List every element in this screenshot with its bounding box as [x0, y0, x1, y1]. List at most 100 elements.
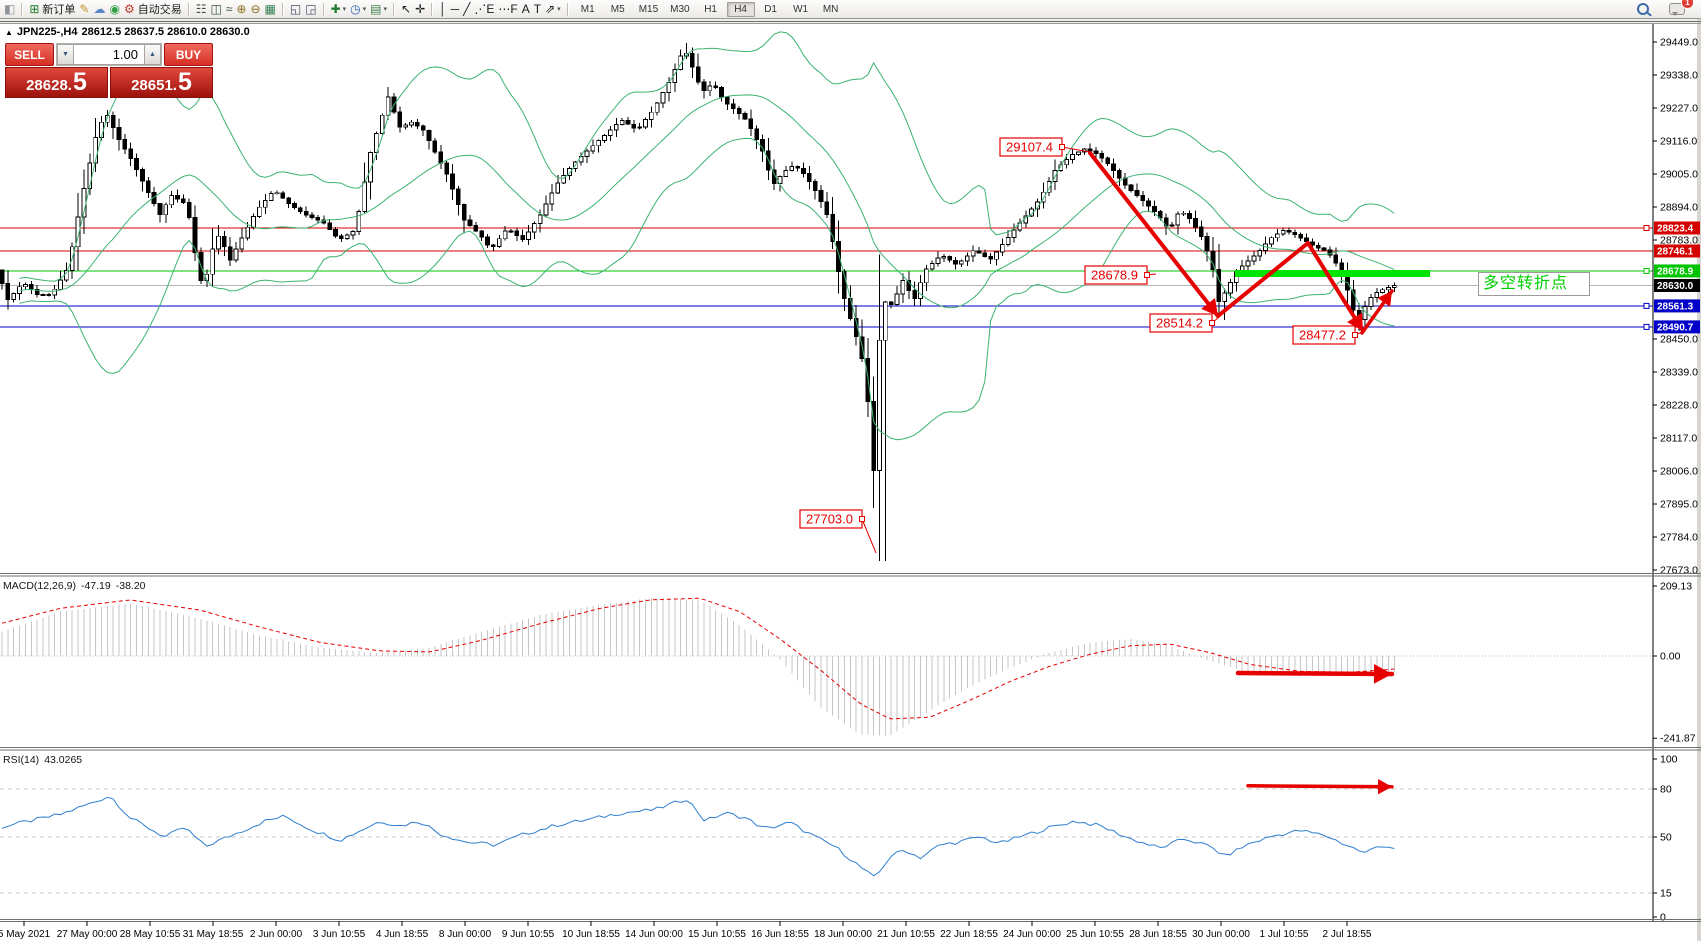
zoom-in-button[interactable]: ⊕	[234, 1, 248, 17]
timeframe-mn-button[interactable]: MN	[822, 3, 839, 15]
equidistant-channel-icon: ⋰E	[474, 2, 495, 16]
candle-body	[912, 289, 917, 300]
timeframe-h1-button[interactable]: H1	[704, 3, 717, 15]
text-label-button[interactable]: T	[532, 1, 543, 17]
toolbar-separator	[393, 2, 396, 16]
macd-flat-arrow[interactable]	[1235, 670, 1395, 677]
price-tick-label: 29338.0	[1660, 70, 1698, 82]
price-tag-label: 28746.1	[1657, 246, 1694, 257]
candle-body	[1280, 230, 1286, 235]
candle-body	[239, 237, 245, 250]
tile-windows-button[interactable]: ▦	[263, 1, 278, 17]
candle-body	[526, 231, 531, 241]
timeframe-w1-button[interactable]: W1	[793, 3, 809, 15]
timeframe-m15-button[interactable]: M15	[638, 3, 659, 15]
annotation-handle	[859, 516, 865, 522]
sell-price[interactable]: 28628. 5	[5, 67, 108, 98]
buy-button[interactable]: BUY	[164, 43, 213, 66]
annotations: 29107.4 28678.9 28514.2 28477.2 27703.0	[799, 137, 1363, 554]
candle-body	[379, 114, 385, 134]
time-tick-label: 25 Jun 10:55	[1066, 929, 1124, 940]
template-button[interactable]: ▤ ▾	[368, 1, 389, 17]
rsi-flat-arrow[interactable]	[1246, 784, 1394, 789]
candle-body	[520, 234, 525, 241]
candle-body	[415, 121, 420, 127]
publish-chart-button[interactable]: ☁	[91, 1, 107, 17]
candle-body	[40, 293, 46, 296]
candle-body	[883, 301, 888, 341]
indicator-list-button[interactable]: ◲	[303, 1, 318, 17]
candle-body	[1187, 212, 1192, 220]
horizontal-line-button[interactable]: ─	[449, 1, 462, 17]
line-chart-button[interactable]: ≈	[224, 1, 235, 17]
trendline-button[interactable]: ╱	[461, 1, 472, 17]
market-watch-button[interactable]: ◧	[2, 1, 17, 17]
support-zone-bar[interactable]	[1235, 270, 1430, 277]
notifications-button[interactable]: 1	[1667, 0, 1694, 17]
candlestick-chart-button[interactable]: ◫	[208, 1, 223, 17]
fibonacci-button[interactable]: ⋯F	[496, 1, 519, 17]
trend-arrow-1[interactable]	[1088, 151, 1220, 318]
zoom-out-button[interactable]: ⊖	[248, 1, 262, 17]
pivot-point-label[interactable]: 多空转折点	[1478, 272, 1590, 296]
timeframe-h4-button[interactable]: H4	[726, 1, 755, 17]
fibonacci-icon: ⋯F	[498, 2, 518, 16]
candle-body	[935, 257, 941, 264]
volume-up-button[interactable]: ▲	[144, 44, 161, 65]
candle-body	[1269, 237, 1274, 245]
text-button[interactable]: A	[520, 1, 532, 17]
period-button[interactable]: ◷ ▾	[348, 1, 368, 17]
search-button[interactable]	[1635, 1, 1651, 17]
macd-flat-arrow-head	[1373, 663, 1392, 684]
candle-body	[309, 214, 315, 218]
toolbar-separator	[431, 2, 434, 16]
candle-body	[1198, 226, 1204, 237]
trend-arrow-2[interactable]	[1216, 241, 1310, 318]
signals-button[interactable]: ◉	[107, 1, 121, 17]
sell-button[interactable]: SELL	[5, 43, 54, 66]
time-axis[interactable]: 5 May 2021 27 May 00:00 28 May 10:55 31 May…	[0, 921, 1372, 940]
volume-input[interactable]: 1.00	[74, 44, 144, 65]
indicator-window-button[interactable]: ◱	[288, 1, 303, 17]
crosshair-button[interactable]: ✛	[413, 1, 427, 17]
candle-body	[169, 194, 174, 206]
one-click-expander[interactable]: ▲	[5, 28, 13, 37]
price-axis[interactable]: 29449.0 29338.0 29227.0 29116.0 29005.0 28894…	[1643, 24, 1700, 924]
cursor-button[interactable]: ↖	[399, 1, 413, 17]
arrows-button[interactable]: ⇗ ▾	[543, 1, 563, 17]
bar-chart-button[interactable]: ☷	[194, 1, 209, 17]
candle-body	[1333, 254, 1339, 264]
equidistant-channel-button[interactable]: ⋰E	[472, 1, 496, 17]
candle-body	[818, 189, 824, 203]
toolbar: ◧ ⊞ 新订单 ✎ ☁ ◉ ⚙ 自动交易 ☷ ◫ ≈ ⊕ ⊖ ▦ ◱ ◲ ✚ ▾ ◷ ▾ ▤ ▾ ↖ ✛ │ ─ ╱ ⋰E ⋯F A T ⇗ ▾…	[0, 0, 1701, 19]
toolbar-separator	[187, 2, 190, 16]
buy-price[interactable]: 28651. 5	[110, 67, 213, 98]
styler-button[interactable]: ✎	[77, 1, 91, 17]
candle-body	[356, 210, 362, 232]
candle-body	[227, 246, 233, 261]
price-tag	[1654, 244, 1700, 258]
timeframe-m30-button[interactable]: M30	[670, 3, 690, 15]
timeframe-m5-button[interactable]: M5	[610, 3, 625, 15]
candle-body	[28, 284, 34, 290]
candle-body	[537, 214, 543, 224]
timeframe-d1-button[interactable]: D1	[764, 3, 777, 15]
volume-down-button[interactable]: ▼	[57, 44, 74, 65]
rsi-tick-label: 100	[1660, 754, 1678, 766]
vertical-line-button[interactable]: │	[437, 1, 449, 17]
timeframe-m1-button[interactable]: M1	[580, 3, 595, 15]
add-indicator-button[interactable]: ✚ ▾	[329, 1, 349, 17]
annotation-text: 28514.2	[1156, 316, 1203, 331]
candle-body	[1251, 255, 1257, 262]
chart-top-border	[0, 23, 1701, 24]
macd-label: MACD(12,26,9) -47.19 -38.20	[3, 580, 151, 592]
candle-body	[315, 217, 321, 221]
trend-arrows	[1088, 151, 1395, 795]
trend-arrow-3[interactable]	[1306, 241, 1365, 333]
annotation-handle	[1209, 320, 1215, 326]
new-order-button[interactable]: ⊞ 新订单	[27, 1, 77, 17]
autotrading-button[interactable]: ⚙ 自动交易	[122, 1, 184, 17]
candle-body	[192, 217, 198, 253]
candle-body	[450, 173, 455, 190]
